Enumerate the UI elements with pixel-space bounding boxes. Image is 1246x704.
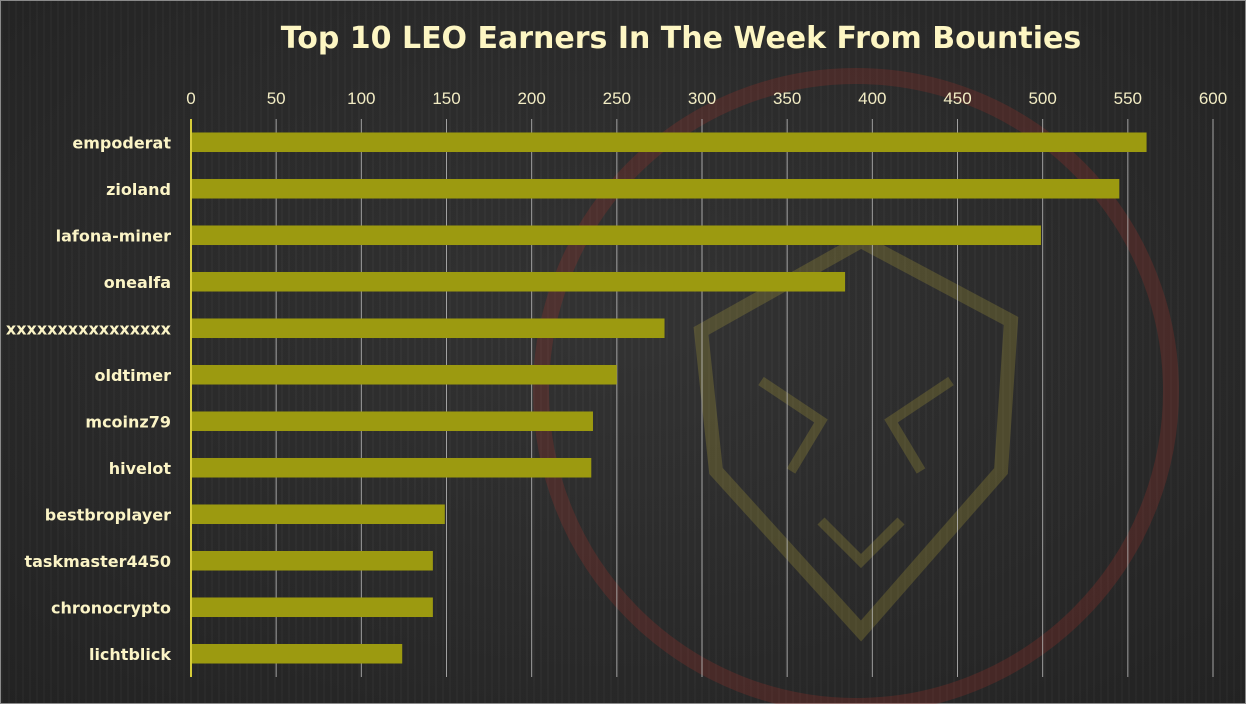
category-label: zioland — [106, 180, 171, 199]
x-tick-label: 0 — [186, 89, 195, 108]
bar — [191, 364, 617, 385]
x-tick-label: 150 — [432, 89, 460, 108]
category-label: xxxxxxxxxxxxxxxx — [6, 319, 172, 338]
bar — [191, 132, 1147, 153]
bar — [191, 271, 846, 292]
x-tick-label: 600 — [1199, 89, 1227, 108]
x-tick-label: 50 — [267, 89, 286, 108]
bar — [191, 550, 433, 571]
x-tick-label: 550 — [1114, 89, 1142, 108]
x-axis-ticks: 0 50 100 150 200 250 300 350 400 450 500 550 600 — [186, 89, 1227, 108]
lion-watermark-icon — [533, 68, 1179, 704]
category-label: chronocrypto — [51, 598, 171, 617]
x-tick-label: 200 — [517, 89, 545, 108]
category-label: lafona-miner — [56, 226, 171, 245]
bar — [191, 597, 433, 618]
bar — [191, 504, 445, 525]
x-tick-label: 250 — [603, 89, 631, 108]
bar — [191, 225, 1041, 246]
bar — [191, 178, 1120, 199]
category-label: onealfa — [104, 273, 171, 292]
bar — [191, 411, 593, 432]
category-label: bestbroplayer — [45, 505, 171, 524]
category-labels: empoderat zioland lafona-miner onealfa xxxxx… — [6, 133, 172, 664]
x-tick-label: 400 — [858, 89, 886, 108]
category-label: hivelot — [109, 459, 172, 478]
x-tick-label: 500 — [1028, 89, 1056, 108]
category-label: mcoinz79 — [85, 412, 171, 431]
category-label: empoderat — [72, 133, 171, 152]
bar — [191, 318, 665, 339]
x-tick-label: 450 — [943, 89, 971, 108]
x-tick-label: 100 — [347, 89, 375, 108]
bar — [191, 643, 403, 664]
grid-lines — [275, 119, 1214, 677]
x-tick-label: 300 — [688, 89, 716, 108]
category-label: taskmaster4450 — [24, 552, 171, 571]
category-label: oldtimer — [95, 366, 172, 385]
bars — [191, 132, 1147, 664]
bar — [191, 457, 592, 478]
category-label: lichtblick — [89, 645, 171, 664]
chart-title: Top 10 LEO Earners In The Week From Boun… — [281, 21, 1081, 56]
x-tick-label: 350 — [773, 89, 801, 108]
